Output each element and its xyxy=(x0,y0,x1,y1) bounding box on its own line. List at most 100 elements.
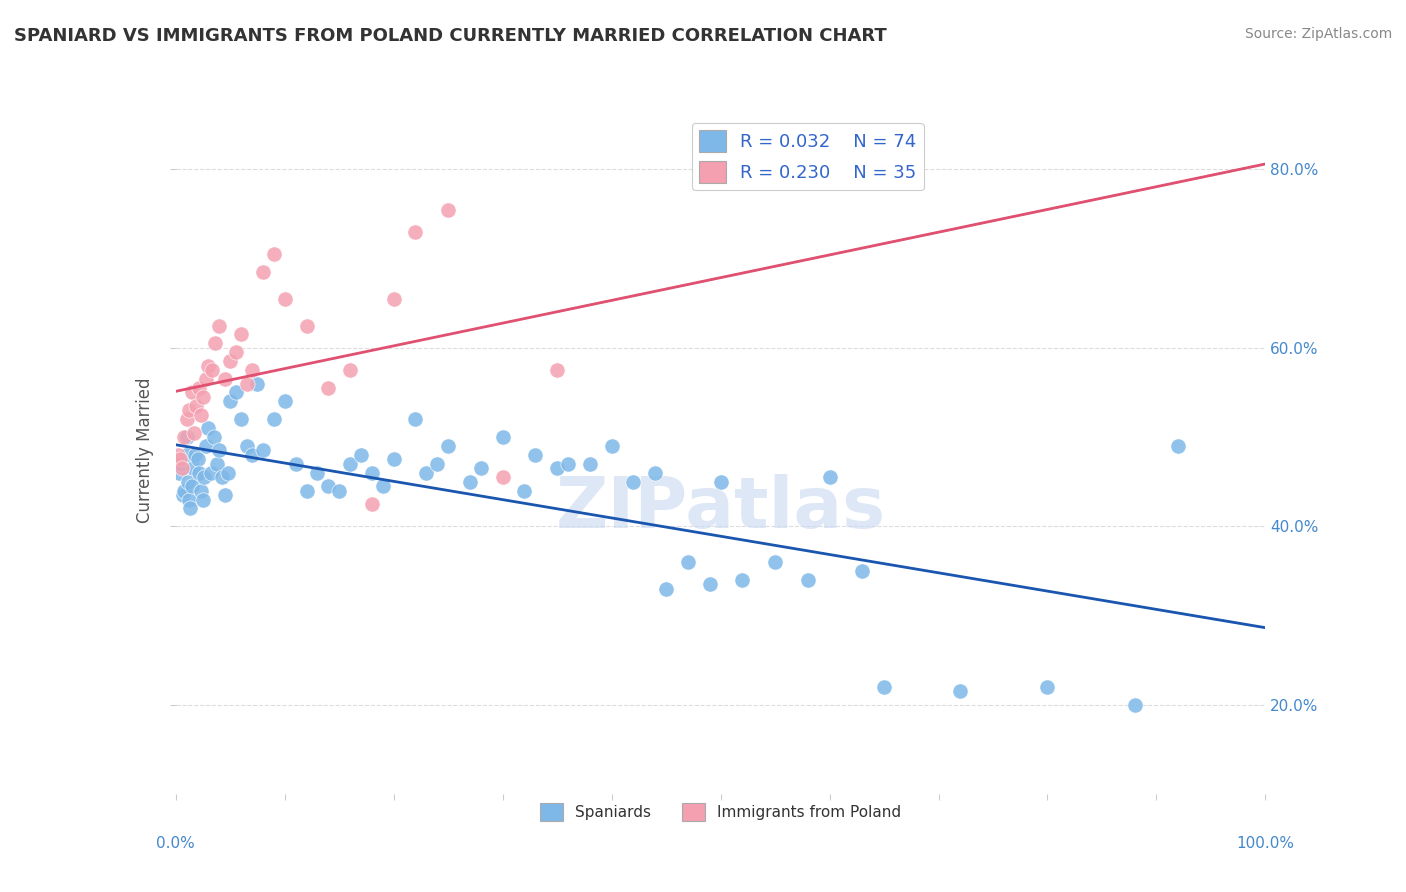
Point xyxy=(235,376,257,391)
Point xyxy=(191,492,214,507)
Point xyxy=(240,448,263,462)
Point xyxy=(177,475,200,489)
Text: SPANIARD VS IMMIGRANTS FROM POLAND CURRENTLY MARRIED CORRELATION CHART: SPANIARD VS IMMIGRANTS FROM POLAND CURRE… xyxy=(14,27,887,45)
Point xyxy=(167,448,190,462)
Point xyxy=(235,439,257,453)
Point xyxy=(524,448,547,462)
Point xyxy=(295,483,318,498)
Point xyxy=(513,483,536,498)
Point xyxy=(193,470,215,484)
Point xyxy=(851,564,873,578)
Point xyxy=(318,479,340,493)
Point xyxy=(208,443,231,458)
Point xyxy=(181,461,204,475)
Y-axis label: Currently Married: Currently Married xyxy=(136,377,155,524)
Point xyxy=(546,363,568,377)
Point xyxy=(190,408,212,422)
Point xyxy=(214,488,236,502)
Point xyxy=(405,225,427,239)
Point xyxy=(195,439,218,453)
Point xyxy=(205,457,228,471)
Point xyxy=(1036,680,1059,694)
Legend: Spaniards, Immigrants from Poland: Spaniards, Immigrants from Poland xyxy=(534,797,907,828)
Point xyxy=(295,318,318,333)
Point xyxy=(202,430,225,444)
Point xyxy=(371,479,394,493)
Point xyxy=(274,292,297,306)
Point xyxy=(231,327,253,342)
Point xyxy=(458,475,481,489)
Point xyxy=(328,483,350,498)
Point xyxy=(382,292,405,306)
Point xyxy=(557,457,579,471)
Point xyxy=(676,555,699,569)
Point xyxy=(655,582,678,596)
Point xyxy=(200,466,222,480)
Point xyxy=(731,573,754,587)
Point xyxy=(173,430,195,444)
Point xyxy=(170,457,193,471)
Point xyxy=(263,412,285,426)
Point xyxy=(644,466,666,480)
Point xyxy=(176,430,198,444)
Point xyxy=(172,461,194,475)
Point xyxy=(699,577,721,591)
Point xyxy=(818,470,841,484)
Point xyxy=(186,399,208,413)
Point xyxy=(240,363,263,377)
Point xyxy=(211,470,233,484)
Point xyxy=(225,345,247,359)
Point xyxy=(274,394,297,409)
Point xyxy=(174,448,197,462)
Point xyxy=(600,439,623,453)
Point xyxy=(763,555,786,569)
Point xyxy=(183,425,205,440)
Point xyxy=(181,385,204,400)
Point xyxy=(231,412,253,426)
Point xyxy=(187,381,209,395)
Point xyxy=(184,448,207,462)
Point xyxy=(201,363,224,377)
Point xyxy=(579,457,602,471)
Point xyxy=(361,497,384,511)
Point xyxy=(492,470,515,484)
Point xyxy=(415,466,437,480)
Point xyxy=(177,403,200,417)
Point xyxy=(173,483,195,498)
Point xyxy=(191,390,214,404)
Point xyxy=(208,318,231,333)
Point xyxy=(710,475,733,489)
Point xyxy=(217,466,239,480)
Point xyxy=(307,466,329,480)
Point xyxy=(172,488,194,502)
Point xyxy=(195,372,218,386)
Point xyxy=(437,439,460,453)
Point xyxy=(252,265,274,279)
Point xyxy=(176,412,198,426)
Point xyxy=(873,680,896,694)
Point xyxy=(382,452,405,467)
Text: ZIPatlas: ZIPatlas xyxy=(555,474,886,543)
Point xyxy=(1123,698,1146,712)
Point xyxy=(350,448,373,462)
Point xyxy=(186,452,209,467)
Point xyxy=(246,376,269,391)
Point xyxy=(177,492,200,507)
Point xyxy=(219,394,242,409)
Point xyxy=(219,354,242,368)
Point xyxy=(167,466,190,480)
Point xyxy=(181,479,204,493)
Point xyxy=(284,457,307,471)
Point xyxy=(339,457,361,471)
Point xyxy=(492,430,515,444)
Point xyxy=(426,457,449,471)
Point xyxy=(197,359,219,373)
Text: 100.0%: 100.0% xyxy=(1236,836,1295,851)
Point xyxy=(361,466,384,480)
Point xyxy=(797,573,820,587)
Point xyxy=(405,412,427,426)
Point xyxy=(190,483,212,498)
Point xyxy=(197,421,219,435)
Point xyxy=(470,461,492,475)
Text: Source: ZipAtlas.com: Source: ZipAtlas.com xyxy=(1244,27,1392,41)
